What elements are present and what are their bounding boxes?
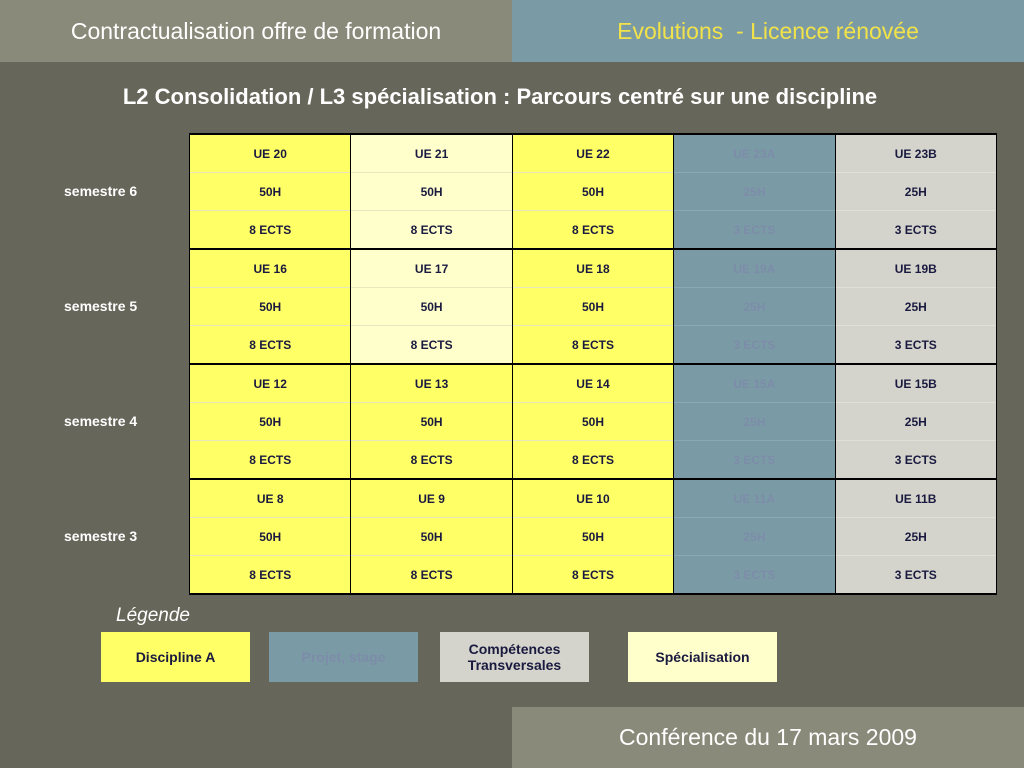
ue-cell: UE 15A bbox=[673, 363, 836, 403]
header-left-title: Contractualisation offre de formation bbox=[0, 0, 512, 62]
table-row: 50H 50H 50H 25H 25H bbox=[188, 402, 998, 441]
ue-cell: UE 10 bbox=[511, 478, 675, 518]
table-row: 8 ECTS 8 ECTS 8 ECTS 3 ECTS 3 ECTS bbox=[188, 325, 998, 364]
hours-cell: 25H bbox=[673, 172, 836, 211]
table-row: 8 ECTS 8 ECTS 8 ECTS 3 ECTS 3 ECTS bbox=[188, 210, 998, 249]
ects-cell: 8 ECTS bbox=[350, 440, 513, 479]
semester-label-6: semestre 6 bbox=[64, 183, 138, 199]
ects-cell: 8 ECTS bbox=[188, 210, 352, 249]
ue-cell: UE 14 bbox=[511, 363, 675, 403]
hours-cell: 25H bbox=[834, 287, 998, 326]
hours-cell: 25H bbox=[834, 402, 998, 441]
hours-cell: 50H bbox=[511, 287, 675, 326]
ects-cell: 3 ECTS bbox=[673, 440, 836, 479]
ects-cell: 3 ECTS bbox=[673, 325, 836, 364]
semester-label-4: semestre 4 bbox=[64, 413, 138, 429]
hours-cell: 50H bbox=[350, 517, 513, 556]
hours-cell: 25H bbox=[834, 172, 998, 211]
ue-cell: UE 12 bbox=[188, 363, 352, 403]
table-row: 50H 50H 50H 25H 25H bbox=[188, 287, 998, 326]
hours-cell: 50H bbox=[511, 517, 675, 556]
hours-cell: 50H bbox=[188, 172, 352, 211]
ue-cell: UE 23B bbox=[834, 133, 998, 173]
ue-cell: UE 21 bbox=[350, 133, 513, 173]
hours-cell: 50H bbox=[188, 287, 352, 326]
ue-cell: UE 15B bbox=[834, 363, 998, 403]
ue-cell: UE 9 bbox=[350, 478, 513, 518]
ects-cell: 8 ECTS bbox=[350, 325, 513, 364]
table-row: 8 ECTS 8 ECTS 8 ECTS 3 ECTS 3 ECTS bbox=[188, 440, 998, 479]
header-right-title: Evolutions - Licence rénovée bbox=[512, 0, 1024, 62]
hours-cell: 50H bbox=[350, 402, 513, 441]
table-row: UE 20 UE 21 UE 22 UE 23A UE 23B bbox=[188, 133, 998, 173]
footer-text: Conférence du 17 mars 2009 bbox=[512, 707, 1024, 768]
ects-cell: 8 ECTS bbox=[511, 325, 675, 364]
ects-cell: 3 ECTS bbox=[834, 555, 998, 595]
ects-cell: 8 ECTS bbox=[350, 555, 513, 595]
ue-cell: UE 19B bbox=[834, 248, 998, 288]
ects-cell: 8 ECTS bbox=[188, 325, 352, 364]
ects-cell: 3 ECTS bbox=[834, 440, 998, 479]
hours-cell: 50H bbox=[188, 517, 352, 556]
ects-cell: 8 ECTS bbox=[511, 440, 675, 479]
ue-cell: UE 17 bbox=[350, 248, 513, 288]
semester-label-5: semestre 5 bbox=[64, 298, 138, 314]
slide-title: L2 Consolidation / L3 spécialisation : P… bbox=[122, 84, 878, 109]
ects-cell: 8 ECTS bbox=[511, 555, 675, 595]
hours-cell: 25H bbox=[673, 287, 836, 326]
ects-cell: 8 ECTS bbox=[511, 210, 675, 249]
hours-cell: 50H bbox=[350, 287, 513, 326]
legend-projet: Projet, stage bbox=[269, 632, 418, 682]
ects-cell: 8 ECTS bbox=[188, 555, 352, 595]
ue-cell: UE 20 bbox=[188, 133, 352, 173]
hours-cell: 25H bbox=[673, 517, 836, 556]
ects-cell: 3 ECTS bbox=[673, 555, 836, 595]
hours-cell: 50H bbox=[350, 172, 513, 211]
table-row: UE 16 UE 17 UE 18 UE 19A UE 19B bbox=[188, 248, 998, 288]
legend-discipline: Discipline A bbox=[101, 632, 250, 682]
ue-cell: UE 22 bbox=[511, 133, 675, 173]
ue-cell: UE 8 bbox=[188, 478, 352, 518]
hours-cell: 50H bbox=[188, 402, 352, 441]
ue-cell: UE 13 bbox=[350, 363, 513, 403]
table-row: 50H 50H 50H 25H 25H bbox=[188, 517, 998, 556]
ects-cell: 3 ECTS bbox=[673, 210, 836, 249]
ects-cell: 3 ECTS bbox=[834, 210, 998, 249]
legend-title: Légende bbox=[116, 605, 190, 626]
ue-grid: UE 20 UE 21 UE 22 UE 23A UE 23B 50H 50H … bbox=[188, 133, 998, 595]
ects-cell: 8 ECTS bbox=[350, 210, 513, 249]
ue-cell: UE 19A bbox=[673, 248, 836, 288]
legend-specialisation: Spécialisation bbox=[628, 632, 777, 682]
hours-cell: 25H bbox=[673, 402, 836, 441]
legend-competences: Compétences Transversales bbox=[440, 632, 589, 682]
ue-cell: UE 16 bbox=[188, 248, 352, 288]
ue-cell: UE 18 bbox=[511, 248, 675, 288]
ue-cell: UE 23A bbox=[673, 133, 836, 173]
ects-cell: 3 ECTS bbox=[834, 325, 998, 364]
ue-cell: UE 11B bbox=[834, 478, 998, 518]
hours-cell: 50H bbox=[511, 172, 675, 211]
hours-cell: 50H bbox=[511, 402, 675, 441]
hours-cell: 25H bbox=[834, 517, 998, 556]
table-row: 50H 50H 50H 25H 25H bbox=[188, 172, 998, 211]
table-row: UE 8 UE 9 UE 10 UE 11A UE 11B bbox=[188, 478, 998, 518]
semester-label-3: semestre 3 bbox=[64, 528, 138, 544]
table-row: UE 12 UE 13 UE 14 UE 15A UE 15B bbox=[188, 363, 998, 403]
ue-cell: UE 11A bbox=[673, 478, 836, 518]
ects-cell: 8 ECTS bbox=[188, 440, 352, 479]
table-row: 8 ECTS 8 ECTS 8 ECTS 3 ECTS 3 ECTS bbox=[188, 555, 998, 595]
